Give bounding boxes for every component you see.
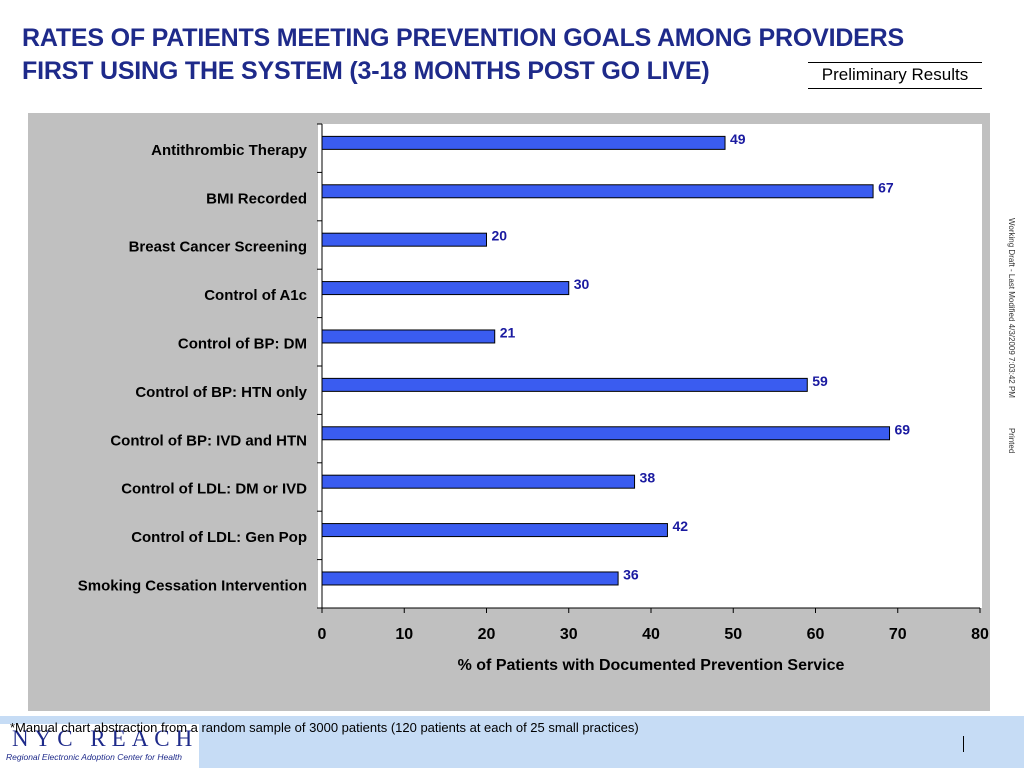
logo-area	[0, 724, 199, 768]
data-label: 59	[812, 373, 828, 389]
bar	[321, 135, 726, 150]
data-label: 69	[895, 421, 911, 437]
bar	[321, 571, 619, 586]
bar	[321, 184, 874, 199]
bar	[321, 377, 808, 392]
x-tick-label: 0	[318, 626, 327, 643]
category-label: Control of BP: IVD and HTN	[110, 432, 307, 449]
data-label: 38	[640, 470, 656, 486]
x-tick-label: 10	[395, 626, 413, 643]
x-tick-label: 80	[971, 626, 989, 643]
data-label: 49	[730, 131, 746, 147]
page-title: RATES OF PATIENTS MEETING PREVENTION GOA…	[22, 22, 904, 88]
category-label: Control of LDL: Gen Pop	[131, 529, 307, 546]
data-label: 67	[878, 179, 894, 195]
category-label: Control of BP: HTN only	[135, 384, 307, 401]
category-label: Control of LDL: DM or IVD	[121, 481, 307, 498]
x-axis-title: % of Patients with Documented Prevention…	[458, 657, 845, 674]
category-label: Smoking Cessation Intervention	[78, 577, 307, 594]
data-label: 21	[500, 324, 516, 340]
bar	[321, 329, 496, 344]
x-tick-label: 30	[560, 626, 578, 643]
title-line-1: RATES OF PATIENTS MEETING PREVENTION GOA…	[22, 24, 904, 52]
x-tick-label: 50	[724, 626, 742, 643]
logo-tagline: Regional Electronic Adoption Center for …	[6, 752, 182, 762]
category-label: Breast Cancer Screening	[129, 239, 307, 256]
x-tick-label: 70	[889, 626, 907, 643]
printed-text: Printed	[1007, 427, 1016, 454]
category-label: Antithrombic Therapy	[151, 142, 308, 159]
bar	[321, 523, 668, 538]
category-label: BMI Recorded	[206, 190, 307, 207]
data-label: 20	[492, 228, 508, 244]
bar	[321, 281, 570, 296]
data-label: 42	[672, 518, 688, 534]
bar	[321, 426, 891, 441]
nyc-reach-logo: NYC REACH	[12, 726, 199, 751]
footnote: *Manual chart abstraction from a random …	[10, 720, 639, 735]
data-label: 30	[574, 276, 590, 292]
bar	[321, 474, 636, 489]
x-tick-label: 60	[807, 626, 825, 643]
draft-text: Working Draft - Last Modified 4/3/2009 7…	[1007, 218, 1016, 398]
footer-divider	[963, 736, 964, 752]
preliminary-results-badge: Preliminary Results	[808, 62, 982, 89]
bar	[321, 232, 487, 247]
title-line-2: FIRST USING THE SYSTEM (3-18 MONTHS POST…	[22, 57, 710, 85]
working-draft-note: Working Draft - Last Modified 4/3/2009 7…	[1007, 218, 1016, 483]
category-label: Control of A1c	[204, 287, 307, 304]
x-tick-label: 20	[478, 626, 496, 643]
x-tick-label: 40	[642, 626, 660, 643]
category-label: Control of BP: DM	[178, 335, 307, 352]
data-label: 36	[623, 566, 639, 582]
